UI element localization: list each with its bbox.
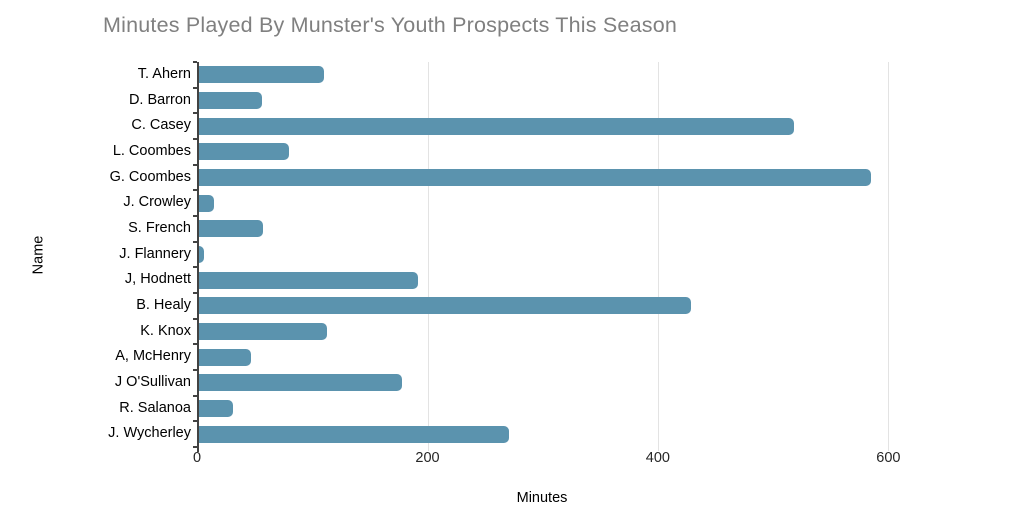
y-axis-tick <box>193 86 197 89</box>
bar-l-coombes <box>199 143 290 161</box>
y-axis-tick <box>193 343 197 346</box>
bar-b-healy <box>199 297 692 315</box>
y-category-label: K. Knox <box>140 322 191 339</box>
bar-j-crowley <box>199 194 215 212</box>
y-category-label: J. Crowley <box>123 194 191 211</box>
y-axis-tick <box>193 189 197 192</box>
y-category-label: J O'Sullivan <box>114 374 191 390</box>
y-category-label: S. French <box>128 220 191 236</box>
y-axis-tick <box>193 317 197 320</box>
bar-j-flannery <box>199 246 204 263</box>
bar-t-ahern <box>199 66 324 84</box>
y-category-label: D. Barron <box>128 91 191 108</box>
y-category-label: J. Wycherley <box>108 425 191 442</box>
y-axis-tick <box>193 215 197 217</box>
bar-d-barron <box>199 92 262 109</box>
plot-area <box>193 61 1014 452</box>
y-category-label: J, Hodnett <box>124 271 191 288</box>
y-category-label: T. Ahern <box>137 66 191 82</box>
y-category-label: J. Flannery <box>119 245 191 262</box>
bar-s-french <box>199 220 263 238</box>
gridline-x-600 <box>888 62 890 451</box>
y-axis-tick <box>193 446 197 448</box>
y-axis-tick <box>193 292 197 294</box>
y-axis-tick <box>193 420 197 423</box>
bar-g-coombes <box>199 169 872 186</box>
y-axis-line <box>197 62 199 452</box>
y-axis-tick <box>193 369 197 371</box>
y-category-label: B. Healy <box>136 297 191 313</box>
gridline-x-200 <box>427 62 429 451</box>
y-axis-tick <box>193 138 197 140</box>
y-axis-tick <box>193 163 197 166</box>
y-axis-tick <box>193 240 197 243</box>
y-axis-category-labels: T. Ahern D. Barron C. Casey L. Coombes G. Co… <box>0 62 191 447</box>
y-axis-tick <box>193 394 197 397</box>
bar-c-casey <box>199 117 794 135</box>
y-category-label: L. Coombes <box>112 143 191 159</box>
y-category-label: G. Coombes <box>109 168 191 185</box>
x-tick-label-600: 600 <box>876 450 901 466</box>
bar-a-mchenry <box>199 348 252 366</box>
x-tick-label-200: 200 <box>415 450 440 466</box>
bar-j-o-sullivan <box>199 374 403 392</box>
bar-r-salanoa <box>199 400 233 417</box>
x-axis-title: Minutes <box>516 490 568 506</box>
y-category-label: R. Salanoa <box>119 399 191 416</box>
gridline-x-400 <box>657 62 659 451</box>
y-category-label: A, McHenry <box>115 348 191 365</box>
x-tick-label-0: 0 <box>192 450 202 466</box>
y-axis-tick <box>193 266 197 269</box>
bar-j-hodnett <box>199 271 419 289</box>
bar-k-knox <box>199 323 328 340</box>
y-category-label: C. Casey <box>131 117 191 134</box>
bar-j-wycherley <box>199 425 510 443</box>
chart-title: Minutes Played By Munster's Youth Prospe… <box>103 13 678 37</box>
x-tick-label-400: 400 <box>645 450 670 466</box>
y-axis-tick <box>193 112 197 115</box>
y-axis-tick <box>193 61 197 63</box>
